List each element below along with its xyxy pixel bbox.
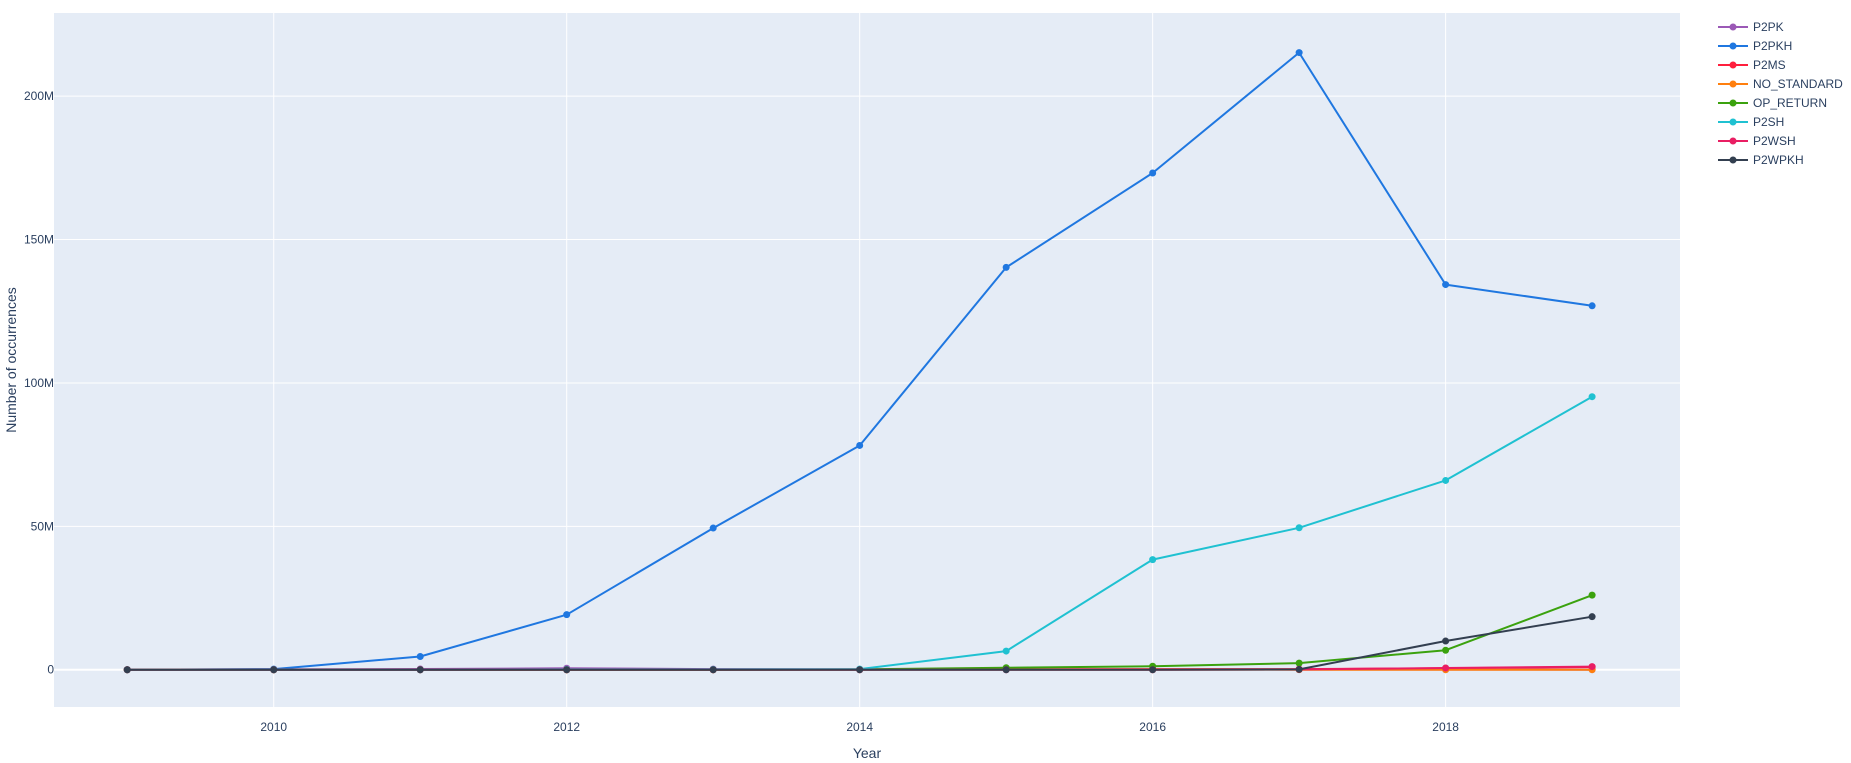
data-point: [416, 653, 424, 661]
data-point: [1149, 169, 1157, 177]
y-tick-label: 0: [47, 663, 54, 677]
legend-marker: [1729, 137, 1737, 145]
x-tick-label: 2012: [553, 720, 580, 734]
legend: P2PK P2PKH P2MS NO_STANDARD OP_RETURN P2SH P2W…: [1718, 20, 1843, 167]
data-point: [1588, 393, 1596, 401]
y-tick-label: 200M: [24, 89, 54, 103]
legend-marker: [1729, 23, 1737, 31]
data-point: [1588, 613, 1596, 621]
data-point: [1295, 49, 1303, 57]
data-point: [1442, 646, 1450, 654]
data-point: [1149, 556, 1157, 564]
data-point: [856, 441, 864, 449]
legend-label: P2PK: [1753, 20, 1784, 34]
x-tick-label: 2010: [260, 720, 287, 734]
legend-marker: [1729, 156, 1737, 164]
legend-item: NO_STANDARD: [1718, 77, 1843, 91]
legend-label: P2PKH: [1753, 39, 1792, 53]
data-point: [1002, 647, 1010, 655]
legend-marker: [1729, 42, 1737, 50]
data-point: [1442, 281, 1450, 289]
data-point: [416, 666, 424, 674]
legend-marker: [1729, 99, 1737, 107]
legend-marker: [1729, 118, 1737, 126]
legend-label: OP_RETURN: [1753, 96, 1827, 110]
data-point: [1442, 476, 1450, 484]
data-point: [1442, 664, 1450, 672]
data-point: [709, 524, 717, 532]
legend-item: P2PK: [1718, 20, 1784, 34]
data-point: [1588, 591, 1596, 599]
data-point: [1295, 665, 1303, 673]
data-point: [270, 666, 278, 674]
legend-item: P2WSH: [1718, 134, 1796, 148]
data-point: [1588, 302, 1596, 310]
y-tick-label: 100M: [24, 376, 54, 390]
data-point: [1588, 663, 1596, 671]
x-tick-label: 2018: [1432, 720, 1459, 734]
legend-marker: [1729, 80, 1737, 88]
data-point: [123, 666, 131, 674]
y-axis-title: Number of occurrences: [3, 287, 19, 433]
x-tick-label: 2016: [1139, 720, 1166, 734]
x-axis-title: Year: [853, 745, 882, 761]
legend-item: P2WPKH: [1718, 153, 1804, 167]
data-point: [1295, 659, 1303, 667]
legend-label: NO_STANDARD: [1753, 77, 1843, 91]
tick-labels: 2010 2012 2014 2016 2018 0 50M 100M 150M 200M: [24, 89, 1459, 734]
data-point: [563, 611, 571, 619]
series-p2wpkh: [123, 613, 1596, 674]
legend-label: P2WSH: [1753, 134, 1796, 148]
y-tick-label: 150M: [24, 233, 54, 247]
data-point: [856, 666, 864, 674]
legend-marker: [1729, 61, 1737, 69]
series-layer: [123, 49, 1596, 674]
legend-item: OP_RETURN: [1718, 96, 1827, 110]
data-point: [1442, 637, 1450, 645]
x-tick-label: 2014: [846, 720, 873, 734]
data-point: [1295, 524, 1303, 532]
legend-label: P2MS: [1753, 58, 1786, 72]
y-tick-label: 50M: [31, 519, 54, 533]
plot-background: [54, 13, 1680, 707]
data-point: [1149, 666, 1157, 674]
legend-label: P2SH: [1753, 115, 1784, 129]
legend-item: P2MS: [1718, 58, 1786, 72]
data-point: [1002, 263, 1010, 271]
data-point: [563, 666, 571, 674]
legend-item: P2PKH: [1718, 39, 1792, 53]
data-point: [709, 666, 717, 674]
data-point: [1002, 666, 1010, 674]
legend-label: P2WPKH: [1753, 153, 1804, 167]
legend-item: P2SH: [1718, 115, 1784, 129]
